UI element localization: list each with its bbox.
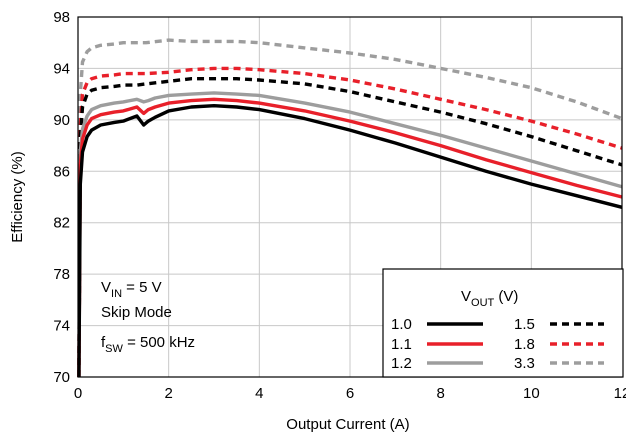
- x-axis-label: Output Current (A): [286, 416, 409, 433]
- x-tick-label: 4: [255, 385, 263, 402]
- series-line-1-2: [77, 91, 623, 378]
- tick-labels: 0 2 4 6 8 10 12 70 74 78 82 86 90 94 98: [53, 9, 626, 402]
- x-tick-label: 10: [523, 385, 540, 402]
- series-line-1-0: [77, 104, 623, 378]
- series-layer: [77, 38, 623, 378]
- annotation-fsw: fSW = 500 kHz: [101, 334, 195, 355]
- y-tick-label: 98: [53, 9, 70, 26]
- annotation-mode: Skip Mode: [101, 304, 172, 321]
- series-line-1-5: [77, 77, 623, 378]
- y-tick-label: 94: [53, 60, 70, 77]
- plot-frame: [77, 16, 623, 378]
- legend-label: 1.2: [391, 355, 412, 372]
- legend-box: [382, 268, 624, 378]
- x-tick-label: 0: [74, 385, 82, 402]
- y-axis-label: Efficiency (%): [9, 151, 26, 242]
- y-tick-label: 82: [53, 215, 70, 232]
- legend-label: 1.1: [391, 336, 412, 353]
- y-tick-label: 86: [53, 163, 70, 180]
- x-tick-label: 6: [346, 385, 354, 402]
- annotation-vin: VIN = 5 V: [101, 279, 162, 300]
- legend-label: 1.5: [514, 316, 535, 333]
- legend-title: VOUT (V): [461, 288, 518, 309]
- y-tick-label: 70: [53, 369, 70, 386]
- legend-label: 1.8: [514, 336, 535, 353]
- series-line-1-8: [77, 66, 623, 378]
- y-tick-label: 74: [53, 318, 70, 335]
- y-tick-label: 78: [53, 266, 70, 283]
- x-tick-label: 12: [614, 385, 626, 402]
- legend-items: 1.0 1.1 1.2 1.5 1.8 3.3: [391, 316, 604, 372]
- series-line-1-1: [77, 97, 623, 378]
- y-tick-label: 90: [53, 112, 70, 129]
- x-tick-label: 2: [164, 385, 172, 402]
- legend: VOUT (V) 1.0 1.1 1.2 1.5 1.8 3.3: [382, 268, 624, 378]
- annotation: VIN = 5 V Skip Mode fSW = 500 kHz: [101, 279, 195, 355]
- legend-label: 1.0: [391, 316, 412, 333]
- legend-label: 3.3: [514, 355, 535, 372]
- series-line-3-3: [77, 38, 623, 378]
- x-tick-label: 8: [436, 385, 444, 402]
